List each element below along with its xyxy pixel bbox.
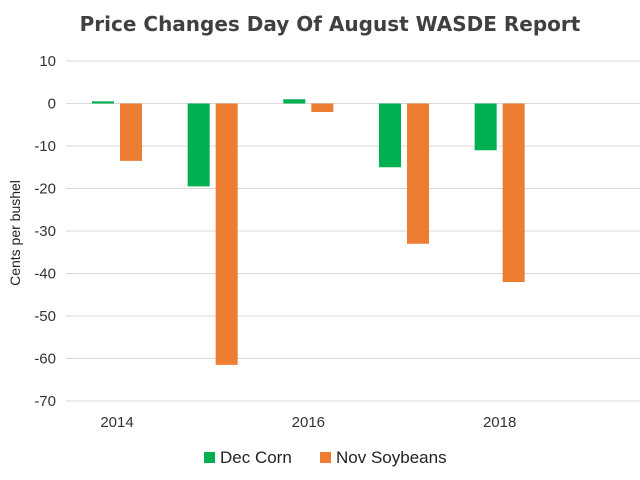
y-tick-label: -50 xyxy=(34,308,56,325)
legend-swatch xyxy=(204,452,215,463)
legend-label: Nov Soybeans xyxy=(336,448,447,467)
x-tick-label: 2018 xyxy=(483,414,516,431)
legend-swatch xyxy=(320,452,331,463)
y-tick-label: -30 xyxy=(34,223,56,240)
y-tick-label: 10 xyxy=(39,53,56,70)
gridlines xyxy=(66,60,640,402)
bar-dec-corn-2017 xyxy=(379,103,401,168)
bar-dec-corn-2016 xyxy=(283,99,306,104)
y-tick-label: -40 xyxy=(34,266,56,283)
bar-nov-soybeans-2016 xyxy=(311,103,334,112)
bar-nov-soybeans-2014 xyxy=(120,103,142,161)
y-axis-title: Cents per bushel xyxy=(7,180,23,286)
y-tick-label: -70 xyxy=(34,393,56,410)
bars xyxy=(92,99,525,365)
y-axis-ticks: 10 0 -10 -20 -30 -40 -50 -60 -70 xyxy=(34,53,56,410)
bar-dec-corn-2018 xyxy=(474,103,497,151)
bar-dec-corn-2015 xyxy=(187,103,210,187)
chart-title: Price Changes Day Of August WASDE Report xyxy=(79,12,581,36)
bar-nov-soybeans-2015 xyxy=(215,103,238,365)
y-tick-label: 0 xyxy=(48,96,56,113)
bar-dec-corn-2014 xyxy=(92,101,114,104)
legend-label: Dec Corn xyxy=(220,448,292,467)
bar-nov-soybeans-2018 xyxy=(502,103,525,282)
y-tick-label: -20 xyxy=(34,181,56,198)
bar-nov-soybeans-2017 xyxy=(407,103,429,244)
x-tick-label: 2014 xyxy=(100,414,133,431)
y-tick-label: -10 xyxy=(34,138,56,155)
y-tick-label: -60 xyxy=(34,351,56,368)
x-tick-label: 2016 xyxy=(292,414,325,431)
x-axis-ticks: 2014 2016 2018 xyxy=(100,414,516,431)
legend: Dec Corn Nov Soybeans xyxy=(204,448,447,467)
